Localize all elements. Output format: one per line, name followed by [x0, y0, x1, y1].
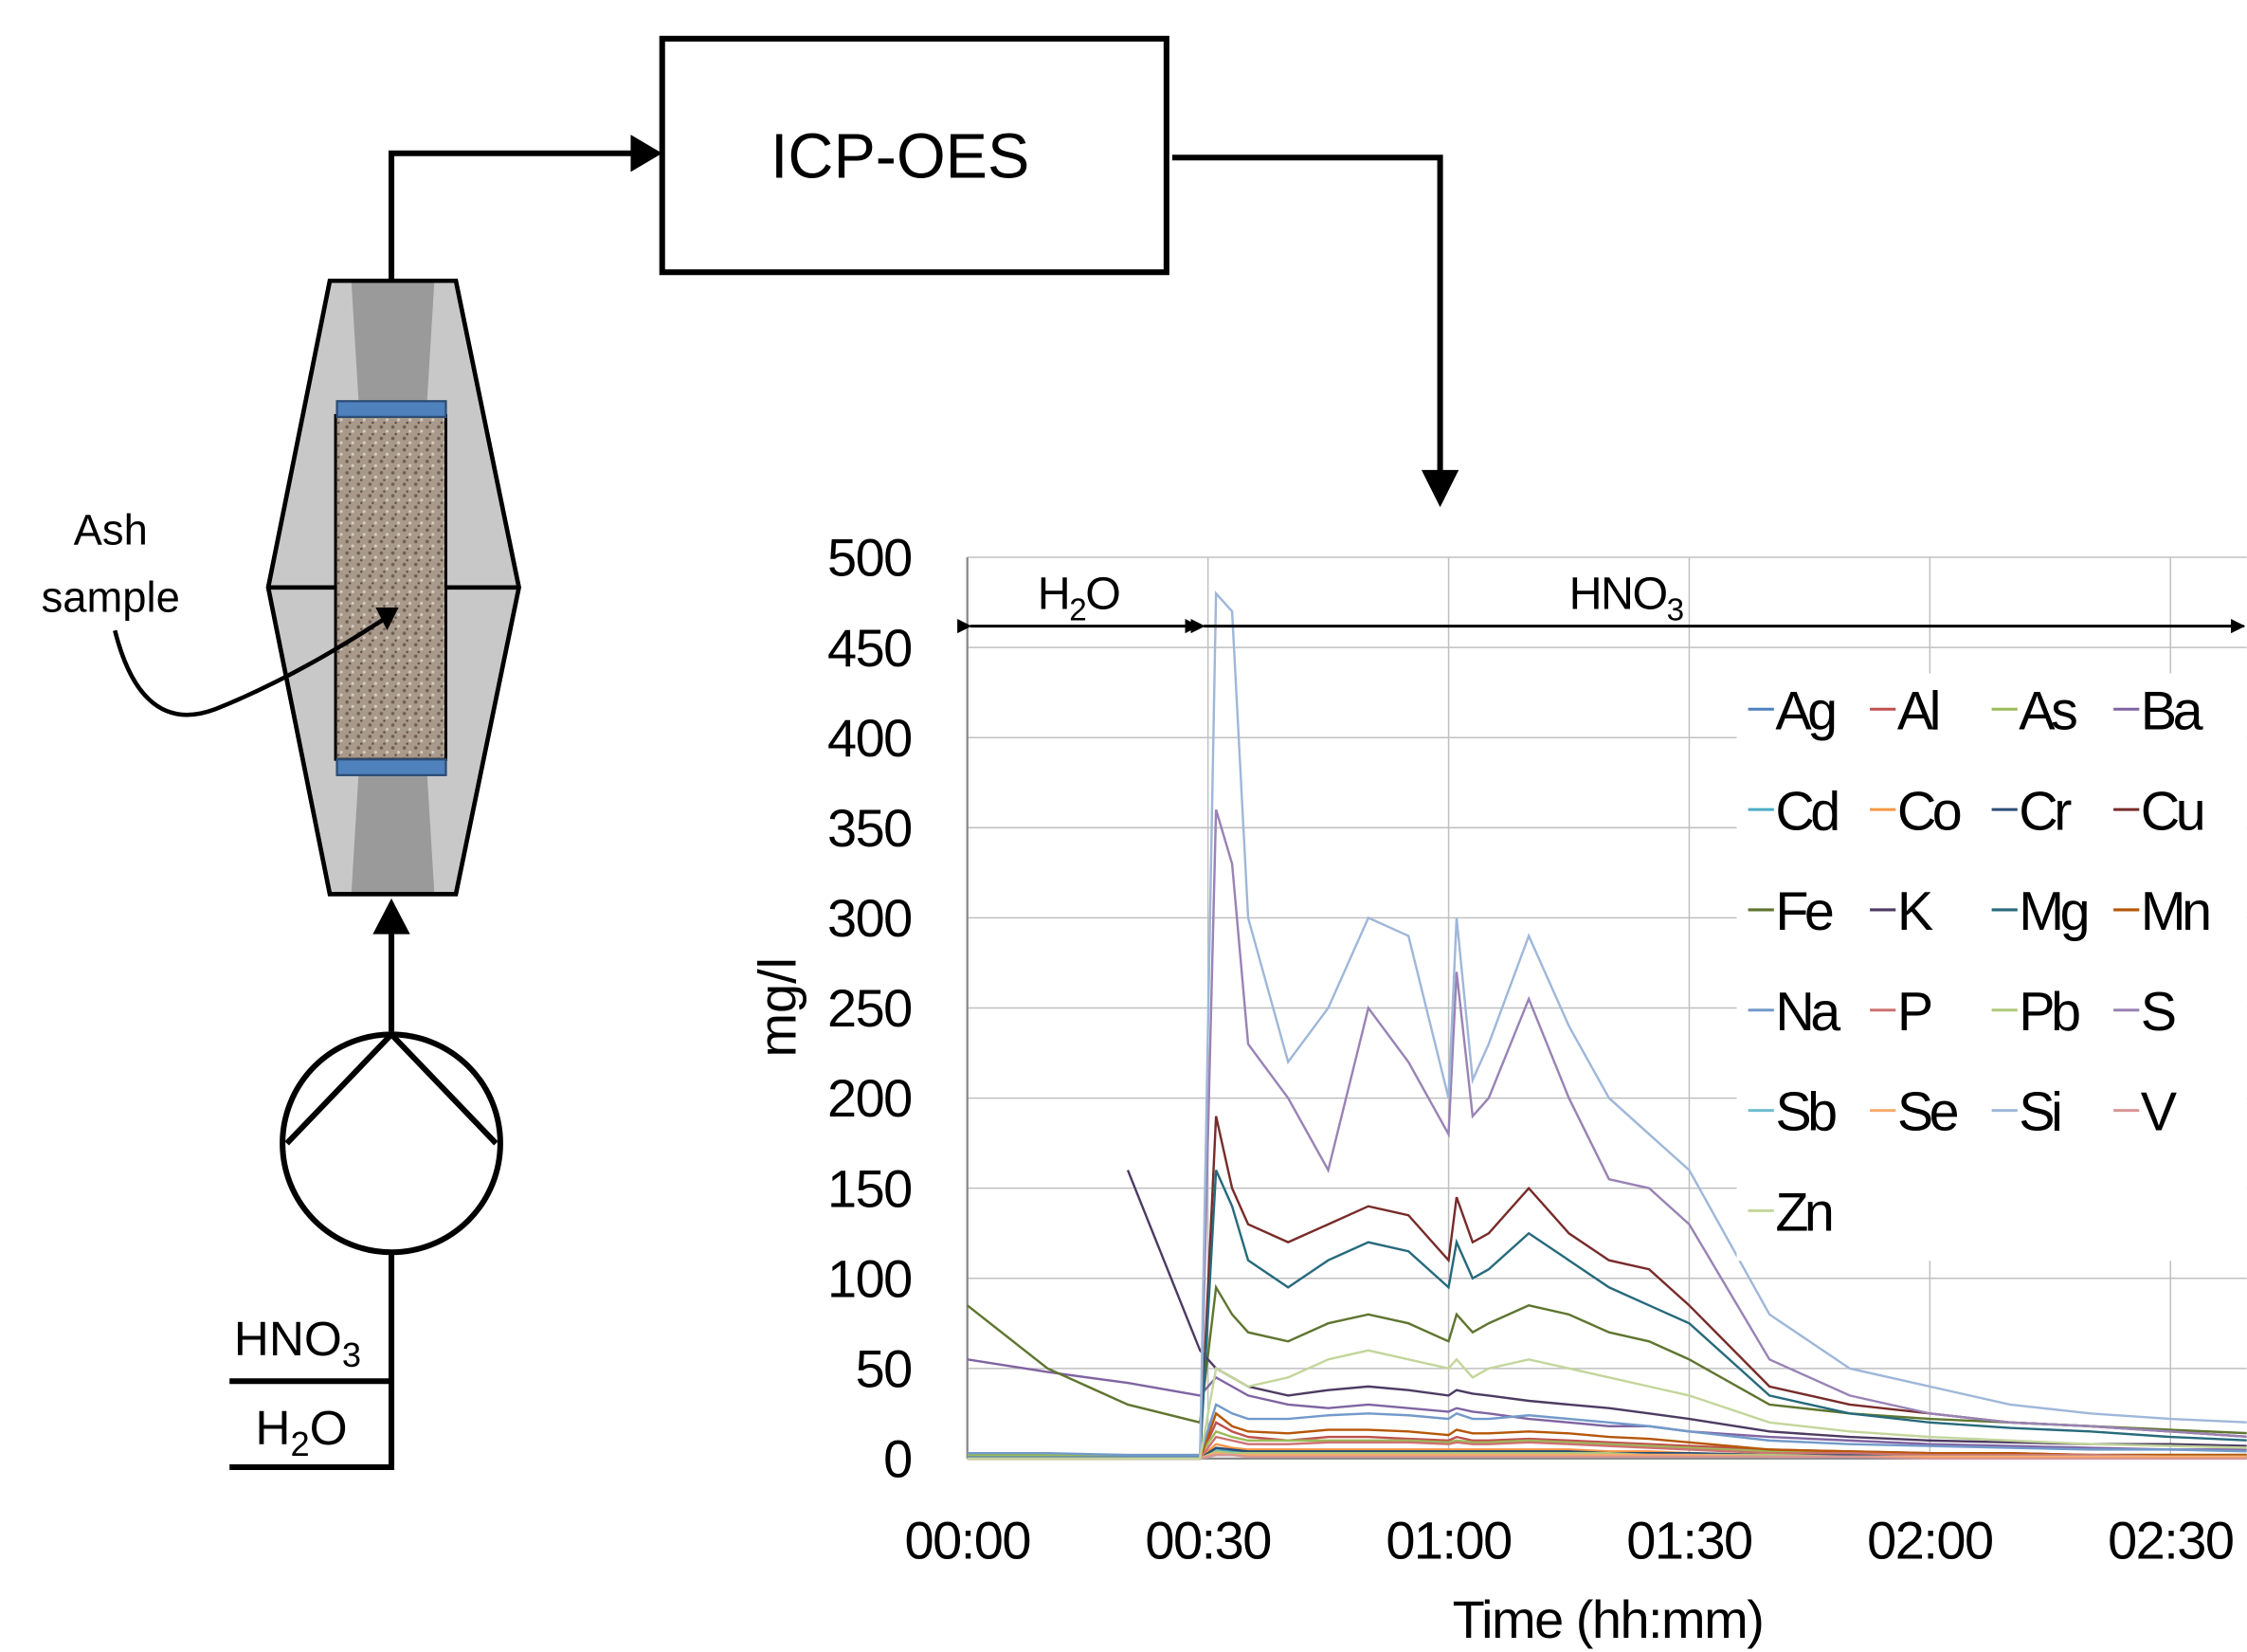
legend-label: S: [2141, 982, 2175, 1043]
phase-label-part: 2: [1069, 593, 1085, 628]
legend-label: Ba: [2141, 681, 2203, 741]
sample-label: sample: [42, 572, 180, 621]
y-tick-label: 250: [827, 978, 912, 1038]
y-tick-label: 400: [827, 708, 912, 768]
legend-label: Cr: [2019, 781, 2072, 842]
x-tick-label: 01:00: [1386, 1511, 1511, 1570]
series-line: [967, 1170, 2247, 1461]
analyzer-box: [659, 35, 1169, 276]
phase-label-part: HNO: [1569, 568, 1667, 619]
series-line: [967, 1435, 2247, 1461]
legend-label: As: [2019, 681, 2076, 741]
legend-label: Fe: [1775, 881, 1833, 942]
legend-label: Si: [2019, 1082, 2059, 1143]
arrow-head: [375, 607, 399, 631]
legend-label: Na: [1775, 982, 1840, 1043]
flow-line: [388, 150, 639, 280]
series-line: [967, 1283, 2247, 1435]
pump-symbol: [284, 1030, 498, 1146]
pointer: [113, 617, 386, 717]
series-line: [967, 1403, 2247, 1457]
analyzer-label: ICP-OES: [770, 121, 1029, 191]
series-line: [967, 1349, 2247, 1461]
filter: [335, 758, 447, 776]
arrow-head: [630, 135, 662, 172]
phase-label: H2O: [1038, 568, 1120, 627]
legend-box: [1736, 673, 2247, 1262]
y-tick-label: 450: [827, 618, 912, 678]
x-tick-label: 01:30: [1626, 1511, 1751, 1570]
series-line: [967, 1453, 2247, 1461]
legend-label: Mn: [2141, 881, 2209, 942]
x-axis-title: Time (hh:mm): [1453, 1589, 1764, 1649]
y-tick-label: 150: [827, 1158, 912, 1218]
legend-label: Al: [1897, 681, 1938, 741]
y-tick-label: 200: [827, 1068, 912, 1128]
x-tick-label: 02:00: [1867, 1511, 1992, 1570]
filter: [335, 400, 447, 419]
process-diagram: ICP-OES Ash sample HNO3 H2O: [42, 35, 1459, 1471]
plot-area: [967, 590, 2247, 1461]
legend-label: Sb: [1775, 1082, 1836, 1143]
legend-label: Co: [1897, 781, 1961, 842]
chart: 0 50 100 150 200 250 300 350 400 450 500 00:00 00:30…: [747, 528, 2247, 1649]
ash-bed: [334, 413, 447, 761]
arrow-head: [1421, 469, 1459, 508]
legend-label: Cu: [2141, 781, 2203, 842]
phase-label-part: O: [1085, 568, 1119, 619]
pump: [280, 1031, 503, 1256]
legend-label: K: [1897, 881, 1933, 942]
y-tick-label: 100: [827, 1248, 912, 1308]
inlet-label: H2O: [255, 1400, 347, 1463]
arrow-head: [372, 898, 410, 935]
legend: Ag Al As Ba Cd Co Cr Cu Fe K Mg Mn Na P Pb S Sb Se Si V Zn: [1736, 673, 2247, 1262]
phase-label: HNO3: [1569, 568, 1684, 627]
x-tick-label: 00:00: [905, 1511, 1030, 1570]
series-line: [967, 1451, 2247, 1461]
legend-label: Pb: [2019, 982, 2079, 1043]
y-tick-label: 0: [883, 1429, 912, 1489]
legend-label: Se: [1897, 1082, 1958, 1143]
y-tick-label: 50: [856, 1338, 912, 1398]
y-axis-title: mg/l: [747, 957, 806, 1058]
sample-label: Ash: [74, 505, 148, 554]
series-line: [967, 1411, 2247, 1461]
legend-label: Ag: [1775, 681, 1835, 741]
series-line: [967, 1358, 2247, 1451]
phase-label-part: 3: [1667, 593, 1684, 628]
legend-label: Mg: [2019, 881, 2087, 942]
y-tick-label: 350: [827, 798, 912, 858]
legend-label: Cd: [1775, 781, 1838, 842]
x-tick-label: 00:30: [1145, 1511, 1270, 1570]
series-line: [1199, 808, 2247, 1459]
y-tick-label: 300: [827, 888, 912, 948]
legend-label: P: [1897, 982, 1931, 1043]
series-line: [1199, 590, 2247, 1459]
inlet-lines: [229, 1252, 395, 1471]
series-line: [967, 1116, 2247, 1461]
flow-line: [1171, 154, 1443, 473]
x-tick-label: 02:30: [2108, 1511, 2233, 1570]
legend-label: V: [2141, 1082, 2178, 1143]
phase-label-part: H: [1038, 568, 1069, 619]
inlet-label: HNO3: [234, 1311, 361, 1374]
legend-label: Zn: [1775, 1183, 1832, 1244]
y-tick-label: 500: [827, 528, 912, 588]
